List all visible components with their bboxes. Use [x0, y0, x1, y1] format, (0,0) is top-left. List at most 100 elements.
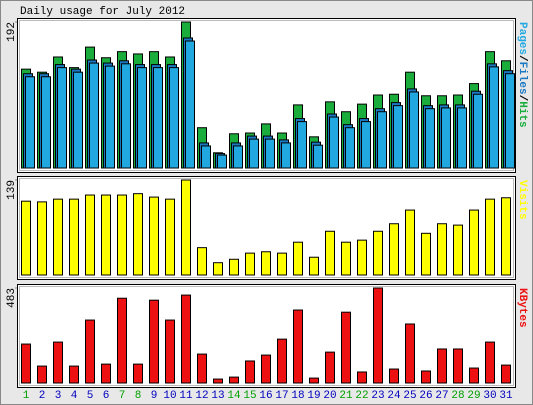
- bar: [57, 67, 67, 169]
- bar: [281, 142, 291, 169]
- bar: [153, 67, 163, 169]
- bar: [501, 364, 511, 384]
- bar: [485, 341, 495, 384]
- legend: KBytes: [516, 288, 528, 328]
- bar: [265, 138, 275, 169]
- legend: Pages/Files/Hits: [516, 22, 528, 128]
- bar: [421, 232, 431, 276]
- bar: [469, 367, 479, 384]
- bar: [73, 71, 83, 169]
- bar: [133, 193, 143, 276]
- bar: [389, 368, 399, 384]
- bar: [213, 262, 223, 276]
- legend: Visits: [516, 180, 528, 220]
- bar: [329, 116, 339, 169]
- bar: [37, 201, 47, 276]
- bar: [165, 198, 175, 276]
- x-tick-label: 8: [135, 390, 142, 402]
- bar: [229, 258, 239, 276]
- x-tick-label: 20: [323, 390, 336, 402]
- bar: [101, 363, 111, 384]
- x-tick-label: 2: [39, 390, 46, 402]
- bar: [89, 62, 99, 169]
- bar: [341, 241, 351, 276]
- bar: [149, 196, 159, 276]
- x-tick-label: 12: [195, 390, 208, 402]
- x-tick-label: 17: [275, 390, 288, 402]
- x-tick-label: 7: [119, 390, 126, 402]
- bar: [25, 76, 35, 169]
- x-tick-label: 16: [259, 390, 272, 402]
- bar: [309, 377, 319, 384]
- legend-separator: /: [516, 95, 528, 102]
- x-tick-label: 6: [103, 390, 110, 402]
- x-tick-label: 4: [71, 390, 78, 402]
- bar: [37, 365, 47, 384]
- bar: [137, 67, 147, 169]
- bar: [85, 194, 95, 276]
- bar: [261, 354, 271, 384]
- bar: [233, 145, 243, 169]
- legend-entry: Visits: [516, 180, 528, 220]
- bar: [249, 138, 259, 169]
- x-tick-label: 29: [467, 390, 480, 402]
- bar: [425, 108, 435, 169]
- y-tick-label: 139: [6, 180, 18, 200]
- bar: [373, 230, 383, 276]
- y-tick-label: 192: [6, 22, 18, 42]
- x-tick-label: 25: [403, 390, 416, 402]
- bar: [293, 309, 303, 384]
- bar: [117, 297, 127, 384]
- y-tick-label: 483: [6, 288, 18, 308]
- bar: [41, 76, 51, 169]
- bar: [505, 73, 515, 169]
- bar: [201, 145, 211, 169]
- bar: [185, 40, 195, 169]
- bar: [217, 154, 227, 169]
- x-tick-label: 11: [179, 390, 193, 402]
- bar: [293, 241, 303, 276]
- legend-entry: KBytes: [516, 288, 528, 328]
- chart-title: Daily usage for July 2012: [20, 6, 185, 18]
- legend-entry: Files: [516, 62, 528, 95]
- x-tick-label: 3: [55, 390, 62, 402]
- bar: [437, 348, 447, 384]
- bar: [197, 247, 207, 276]
- x-tick-label: 1: [23, 390, 30, 402]
- bar: [197, 353, 207, 384]
- bar: [409, 91, 419, 169]
- bar: [357, 371, 367, 384]
- bar: [181, 179, 191, 276]
- bar: [69, 365, 79, 384]
- bar: [341, 311, 351, 384]
- bar: [389, 223, 399, 276]
- x-tick-label: 9: [151, 390, 158, 402]
- x-tick-label: 5: [87, 390, 94, 402]
- bar: [229, 376, 239, 384]
- bar: [469, 209, 479, 276]
- bar: [101, 194, 111, 276]
- bar: [169, 67, 179, 169]
- bar: [325, 230, 335, 276]
- bar: [377, 111, 387, 169]
- bar: [325, 351, 335, 384]
- x-tick-label: 23: [371, 390, 384, 402]
- bar: [117, 194, 127, 276]
- bar: [245, 360, 255, 384]
- bar: [345, 127, 355, 169]
- bar: [501, 197, 511, 276]
- bar: [149, 299, 159, 384]
- bar: [441, 107, 451, 169]
- legend-entry: Pages: [516, 22, 528, 55]
- bar: [277, 338, 287, 384]
- bar: [53, 198, 63, 276]
- x-tick-label: 26: [419, 390, 432, 402]
- bar: [245, 252, 255, 276]
- bar: [357, 239, 367, 276]
- bar: [405, 209, 415, 276]
- bar: [473, 93, 483, 169]
- panel-area: [19, 286, 514, 386]
- bar: [69, 198, 79, 276]
- bar: [453, 348, 463, 384]
